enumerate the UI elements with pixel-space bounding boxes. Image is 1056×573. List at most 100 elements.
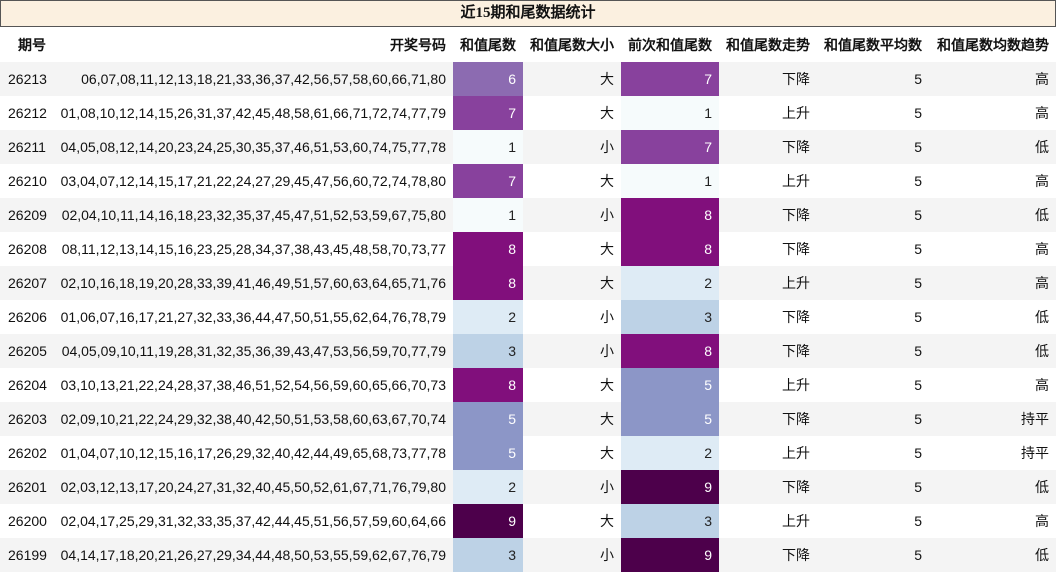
cell-prev-tail: 2 [621, 266, 719, 300]
cell-tail: 3 [453, 538, 523, 572]
cell-issue: 26200 [0, 504, 53, 538]
table-row: 26199 04,14,17,18,20,21,26,27,29,34,44,48… [0, 538, 1056, 572]
cell-trend: 下降 [719, 470, 817, 504]
cell-numbers: 04,05,09,10,11,19,28,31,32,35,36,39,43,4… [53, 334, 453, 368]
cell-prev-tail: 3 [621, 300, 719, 334]
cell-prev-tail: 1 [621, 96, 719, 130]
header-tail[interactable]: 和值尾数 [460, 36, 516, 53]
cell-tail: 6 [453, 62, 523, 96]
table-row: 26202 01,04,07,10,12,15,16,17,26,29,32,40… [0, 436, 1056, 470]
cell-avg-trend: 高 [929, 266, 1056, 300]
table-row: 26209 02,04,10,11,14,16,18,23,32,35,37,45… [0, 198, 1056, 232]
cell-numbers: 08,11,12,13,14,15,16,23,25,28,34,37,38,4… [53, 232, 453, 266]
cell-numbers: 02,10,16,18,19,20,28,33,39,41,46,49,51,5… [53, 266, 453, 300]
cell-avg-trend: 低 [929, 130, 1056, 164]
cell-tail: 5 [453, 402, 523, 436]
cell-trend: 上升 [719, 504, 817, 538]
table-row: 26210 03,04,07,12,14,15,17,21,22,24,27,29… [0, 164, 1056, 198]
cell-size: 小 [523, 470, 621, 504]
cell-numbers: 02,03,12,13,17,20,24,27,31,32,40,45,50,5… [53, 470, 453, 504]
cell-prev-tail: 2 [621, 436, 719, 470]
cell-size: 大 [523, 266, 621, 300]
cell-prev-tail: 1 [621, 164, 719, 198]
cell-tail: 8 [453, 368, 523, 402]
cell-avg-trend: 低 [929, 300, 1056, 334]
cell-issue: 26204 [0, 368, 53, 402]
cell-tail: 8 [453, 232, 523, 266]
cell-prev-tail: 9 [621, 538, 719, 572]
table-row: 26204 03,10,13,21,22,24,28,37,38,46,51,52… [0, 368, 1056, 402]
header-avg-trend[interactable]: 和值尾数均数趋势 [937, 36, 1049, 53]
cell-size: 小 [523, 300, 621, 334]
cell-trend: 上升 [719, 436, 817, 470]
cell-avg: 5 [817, 96, 929, 130]
cell-issue: 26210 [0, 164, 53, 198]
table-row: 26201 02,03,12,13,17,20,24,27,31,32,40,45… [0, 470, 1056, 504]
cell-issue: 26199 [0, 538, 53, 572]
cell-prev-tail: 3 [621, 504, 719, 538]
header-numbers[interactable]: 开奖号码 [390, 36, 446, 53]
table-row: 26200 02,04,17,25,29,31,32,33,35,37,42,44… [0, 504, 1056, 538]
cell-numbers: 02,04,17,25,29,31,32,33,35,37,42,44,45,5… [53, 504, 453, 538]
header-issue[interactable]: 期号 [18, 36, 46, 53]
cell-trend: 下降 [719, 62, 817, 96]
cell-prev-tail: 7 [621, 62, 719, 96]
cell-issue: 26203 [0, 402, 53, 436]
cell-size: 小 [523, 130, 621, 164]
table-body: 26213 06,07,08,11,12,13,18,21,33,36,37,42… [0, 62, 1056, 572]
header-avg[interactable]: 和值尾数平均数 [824, 36, 922, 53]
cell-avg: 5 [817, 300, 929, 334]
table-row: 26207 02,10,16,18,19,20,28,33,39,41,46,49… [0, 266, 1056, 300]
cell-tail: 2 [453, 470, 523, 504]
cell-issue: 26207 [0, 266, 53, 300]
cell-avg-trend: 高 [929, 96, 1056, 130]
header-prev-tail[interactable]: 前次和值尾数 [628, 36, 712, 53]
cell-avg: 5 [817, 402, 929, 436]
cell-issue: 26208 [0, 232, 53, 266]
cell-tail: 7 [453, 164, 523, 198]
table-row: 26211 04,05,08,12,14,20,23,24,25,30,35,37… [0, 130, 1056, 164]
cell-avg-trend: 持平 [929, 402, 1056, 436]
cell-tail: 5 [453, 436, 523, 470]
cell-trend: 下降 [719, 334, 817, 368]
cell-numbers: 01,04,07,10,12,15,16,17,26,29,32,40,42,4… [53, 436, 453, 470]
cell-prev-tail: 8 [621, 232, 719, 266]
cell-avg: 5 [817, 368, 929, 402]
cell-size: 小 [523, 198, 621, 232]
cell-prev-tail: 8 [621, 334, 719, 368]
cell-numbers: 03,04,07,12,14,15,17,21,22,24,27,29,45,4… [53, 164, 453, 198]
cell-size: 大 [523, 436, 621, 470]
cell-avg: 5 [817, 334, 929, 368]
cell-prev-tail: 5 [621, 402, 719, 436]
cell-avg-trend: 低 [929, 538, 1056, 572]
cell-trend: 下降 [719, 300, 817, 334]
cell-prev-tail: 9 [621, 470, 719, 504]
cell-avg-trend: 高 [929, 62, 1056, 96]
cell-avg: 5 [817, 436, 929, 470]
table-row: 26208 08,11,12,13,14,15,16,23,25,28,34,37… [0, 232, 1056, 266]
cell-trend: 上升 [719, 96, 817, 130]
cell-prev-tail: 8 [621, 198, 719, 232]
cell-numbers: 04,05,08,12,14,20,23,24,25,30,35,37,46,5… [53, 130, 453, 164]
cell-size: 小 [523, 334, 621, 368]
cell-avg-trend: 低 [929, 334, 1056, 368]
cell-avg-trend: 低 [929, 198, 1056, 232]
cell-avg-trend: 低 [929, 470, 1056, 504]
cell-avg: 5 [817, 130, 929, 164]
cell-trend: 下降 [719, 198, 817, 232]
cell-issue: 26212 [0, 96, 53, 130]
cell-avg: 5 [817, 504, 929, 538]
cell-tail: 1 [453, 130, 523, 164]
cell-prev-tail: 5 [621, 368, 719, 402]
cell-size: 大 [523, 368, 621, 402]
cell-avg-trend: 高 [929, 232, 1056, 266]
cell-avg: 5 [817, 266, 929, 300]
cell-trend: 上升 [719, 164, 817, 198]
cell-avg: 5 [817, 62, 929, 96]
cell-avg: 5 [817, 538, 929, 572]
cell-trend: 下降 [719, 130, 817, 164]
cell-avg: 5 [817, 470, 929, 504]
header-size[interactable]: 和值尾数大小 [530, 36, 614, 53]
cell-avg-trend: 高 [929, 164, 1056, 198]
header-trend[interactable]: 和值尾数走势 [726, 36, 810, 53]
